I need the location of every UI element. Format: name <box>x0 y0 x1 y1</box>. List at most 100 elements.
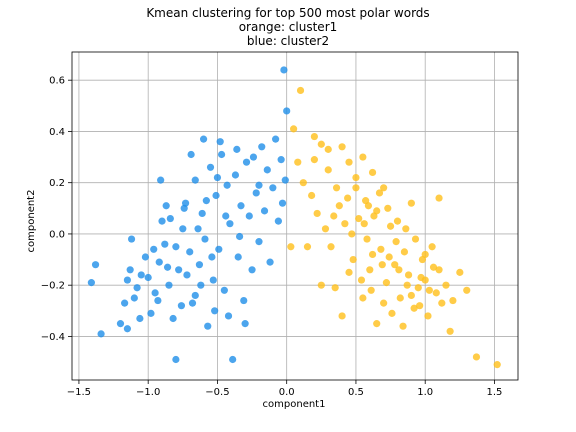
scatter-point-series-2 <box>330 212 338 220</box>
scatter-point-series-1 <box>179 225 187 233</box>
scatter-point-series-2 <box>407 291 415 300</box>
scatter-point-series-2 <box>352 173 360 182</box>
scatter-point-series-1 <box>226 220 234 228</box>
scatter-point-series-2 <box>449 296 457 305</box>
scatter-point-series-2 <box>421 250 429 259</box>
scatter-point-series-2 <box>435 194 443 202</box>
scatter-point-series-1 <box>180 204 188 212</box>
scatter-point-series-1 <box>136 314 144 323</box>
scatter-point-series-1 <box>172 355 180 364</box>
scatter-point-series-1 <box>260 207 269 215</box>
scatter-point-series-1 <box>229 355 237 364</box>
scatter-point-series-2 <box>378 261 386 269</box>
scatter-point-series-2 <box>368 250 377 259</box>
scatter-point-series-2 <box>324 166 332 174</box>
title-line-3: blue: cluster2 <box>247 34 329 48</box>
scatter-point-series-1 <box>91 261 100 269</box>
scatter-point-series-2 <box>367 286 375 294</box>
scatter-point-series-2 <box>338 143 346 151</box>
scatter-point-series-1 <box>123 276 131 284</box>
scatter-point-series-2 <box>287 243 295 251</box>
scatter-point-series-2 <box>338 312 346 320</box>
y-tick-label: 0.6 <box>49 76 65 87</box>
scatter-point-series-1 <box>217 150 226 159</box>
scatter-point-series-2 <box>380 299 388 307</box>
scatter-point-series-2 <box>414 284 422 292</box>
scatter-point-series-2 <box>400 248 409 256</box>
scatter-point-series-1 <box>216 138 224 146</box>
scatter-point-series-2 <box>463 286 471 294</box>
data-points <box>87 66 501 369</box>
scatter-point-series-2 <box>313 209 321 218</box>
scatter-point-series-1 <box>224 312 233 320</box>
scatter-point-series-2 <box>442 281 450 289</box>
scatter-point-series-1 <box>87 279 95 287</box>
x-tick-label: −1.0 <box>136 387 160 398</box>
scatter-point-series-1 <box>116 320 125 328</box>
scatter-point-series-1 <box>130 294 138 302</box>
scatter-point-series-1 <box>237 202 245 210</box>
scatter-point-series-2 <box>435 266 443 274</box>
y-tick-label: −0.4 <box>41 332 65 343</box>
scatter-point-series-1 <box>212 191 220 200</box>
scatter-point-series-1 <box>258 143 266 151</box>
scatter-point-series-2 <box>416 302 424 310</box>
scatter-point-series-2 <box>417 273 425 282</box>
scatter-point-series-1 <box>249 153 258 161</box>
scatter-point-series-2 <box>404 271 413 279</box>
scatter-point-series-1 <box>202 197 210 205</box>
scatter-point-series-2 <box>359 153 367 161</box>
scatter-point-series-2 <box>299 179 307 187</box>
scatter-point-series-1 <box>137 271 145 279</box>
scatter-point-series-2 <box>392 238 400 246</box>
scatter-point-series-1 <box>169 314 177 323</box>
title-line-1: Kmean clustering for top 500 most polar … <box>146 6 429 20</box>
scatter-point-series-2 <box>425 286 433 294</box>
scatter-point-series-1 <box>252 189 260 197</box>
scatter-point-series-2 <box>335 202 343 210</box>
x-axis-ticks: −1.5 −1.0 −0.5 0.0 0.5 1.0 1.5 <box>67 380 502 398</box>
scatter-point-series-2 <box>348 230 356 238</box>
scatter-point-series-2 <box>446 327 454 335</box>
scatter-point-series-1 <box>157 176 165 184</box>
scatter-point-series-1 <box>281 176 289 184</box>
scatter-point-series-1 <box>198 209 206 218</box>
scatter-point-series-2 <box>382 279 391 287</box>
scatter-point-series-2 <box>428 243 436 251</box>
scatter-point-series-2 <box>385 253 393 261</box>
scatter-point-series-1 <box>263 166 271 174</box>
scatter-point-series-2 <box>324 145 332 153</box>
scatter-point-series-2 <box>366 266 374 274</box>
scatter-point-series-2 <box>407 199 415 207</box>
y-tick-label: 0.4 <box>49 127 65 138</box>
y-tick-label: 0.0 <box>49 229 65 240</box>
scatter-point-series-1 <box>194 225 202 233</box>
scatter-point-series-2 <box>395 266 403 274</box>
scatter-point-series-2 <box>373 320 381 328</box>
scatter-point-series-1 <box>151 289 159 297</box>
scatter-point-series-2 <box>310 132 318 141</box>
scatter-point-series-2 <box>332 184 341 192</box>
scatter-point-series-1 <box>236 232 244 241</box>
scatter-point-series-1 <box>177 302 186 310</box>
scatter-point-series-2 <box>380 184 388 192</box>
scatter-point-series-1 <box>278 199 287 207</box>
scatter-point-series-2 <box>432 289 440 297</box>
scatter-point-series-1 <box>272 135 280 143</box>
scatter-point-series-2 <box>438 299 446 307</box>
scatter-point-series-1 <box>274 217 282 225</box>
scatter-point-series-1 <box>215 245 223 253</box>
scatter-point-series-1 <box>191 291 199 300</box>
scatter-point-series-2 <box>399 322 407 330</box>
scatter-point-series-1 <box>158 217 166 225</box>
scatter-point-series-1 <box>121 299 129 307</box>
scatter-point-series-2 <box>472 353 481 361</box>
scatter-point-series-2 <box>424 312 432 320</box>
scatter-point-series-1 <box>242 158 251 166</box>
scatter-point-series-1 <box>147 309 155 317</box>
scatter-point-series-1 <box>269 184 277 192</box>
scatter-point-series-1 <box>211 307 219 315</box>
scatter-point-series-1 <box>222 212 230 220</box>
scatter-point-series-2 <box>359 294 367 302</box>
